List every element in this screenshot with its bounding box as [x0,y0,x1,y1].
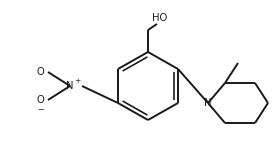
Text: N: N [204,98,212,108]
Text: N: N [66,81,74,91]
Text: O: O [36,95,44,105]
Text: O: O [36,67,44,77]
Text: +: + [74,78,80,84]
Text: HO: HO [152,13,168,23]
Text: −: − [37,106,44,115]
